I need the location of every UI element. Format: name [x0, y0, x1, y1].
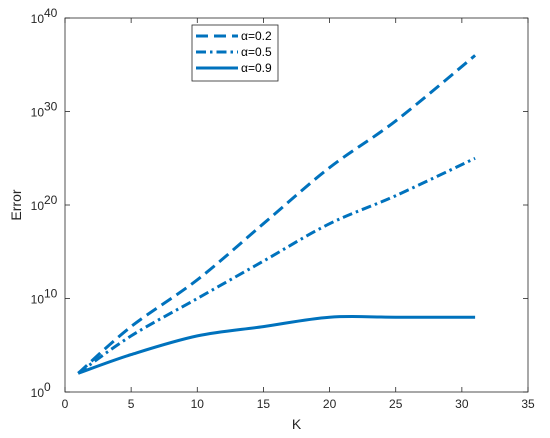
y-tick-label: 10 30 [31, 100, 58, 120]
y-tick-exponent: 30 [44, 100, 58, 114]
series-line-3 [77, 314, 476, 375]
x-tick-label: 25 [389, 397, 403, 411]
x-tick-label: 15 [257, 397, 271, 411]
legend-label: α=0.9 [241, 61, 272, 75]
y-tick-label: 10 0 [31, 380, 51, 400]
legend-label: α=0.2 [241, 29, 272, 43]
y-axis-label: Error [8, 189, 24, 220]
legend-box [191, 24, 279, 82]
y-tick-exponent: 40 [44, 6, 58, 20]
x-tick-labels: 0 5 10 15 20 25 30 35 [62, 397, 535, 411]
x-tick-label: 35 [521, 397, 535, 411]
series-lines [77, 54, 477, 375]
series-line-2 [77, 156, 476, 375]
y-tick-base: 10 [31, 293, 45, 307]
axis-ticks [64, 17, 529, 393]
y-tick-label: 10 40 [31, 6, 58, 26]
x-axis-label: K [292, 416, 302, 432]
y-tick-base: 10 [31, 12, 45, 26]
x-tick-label: 30 [455, 397, 469, 411]
y-tick-base: 10 [31, 106, 45, 120]
y-tick-label: 10 20 [31, 193, 58, 213]
x-tick-label: 20 [323, 397, 337, 411]
plot-area [64, 17, 529, 393]
y-tick-base: 10 [31, 199, 45, 213]
x-tick-label: 0 [62, 397, 69, 411]
y-tick-exponent: 20 [44, 193, 58, 207]
legend-label: α=0.5 [241, 45, 272, 59]
y-tick-exponent: 0 [44, 380, 51, 394]
series-line-1 [77, 54, 477, 375]
y-tick-base: 10 [31, 386, 45, 400]
legend-entries: α=0.2 α=0.5 α=0.9 [196, 29, 272, 75]
legend: α=0.2 α=0.5 α=0.9 [191, 24, 279, 82]
y-tick-exponent: 10 [44, 287, 58, 301]
y-tick-label: 10 10 [31, 287, 58, 307]
x-tick-label: 10 [191, 397, 205, 411]
x-tick-label: 5 [128, 397, 135, 411]
